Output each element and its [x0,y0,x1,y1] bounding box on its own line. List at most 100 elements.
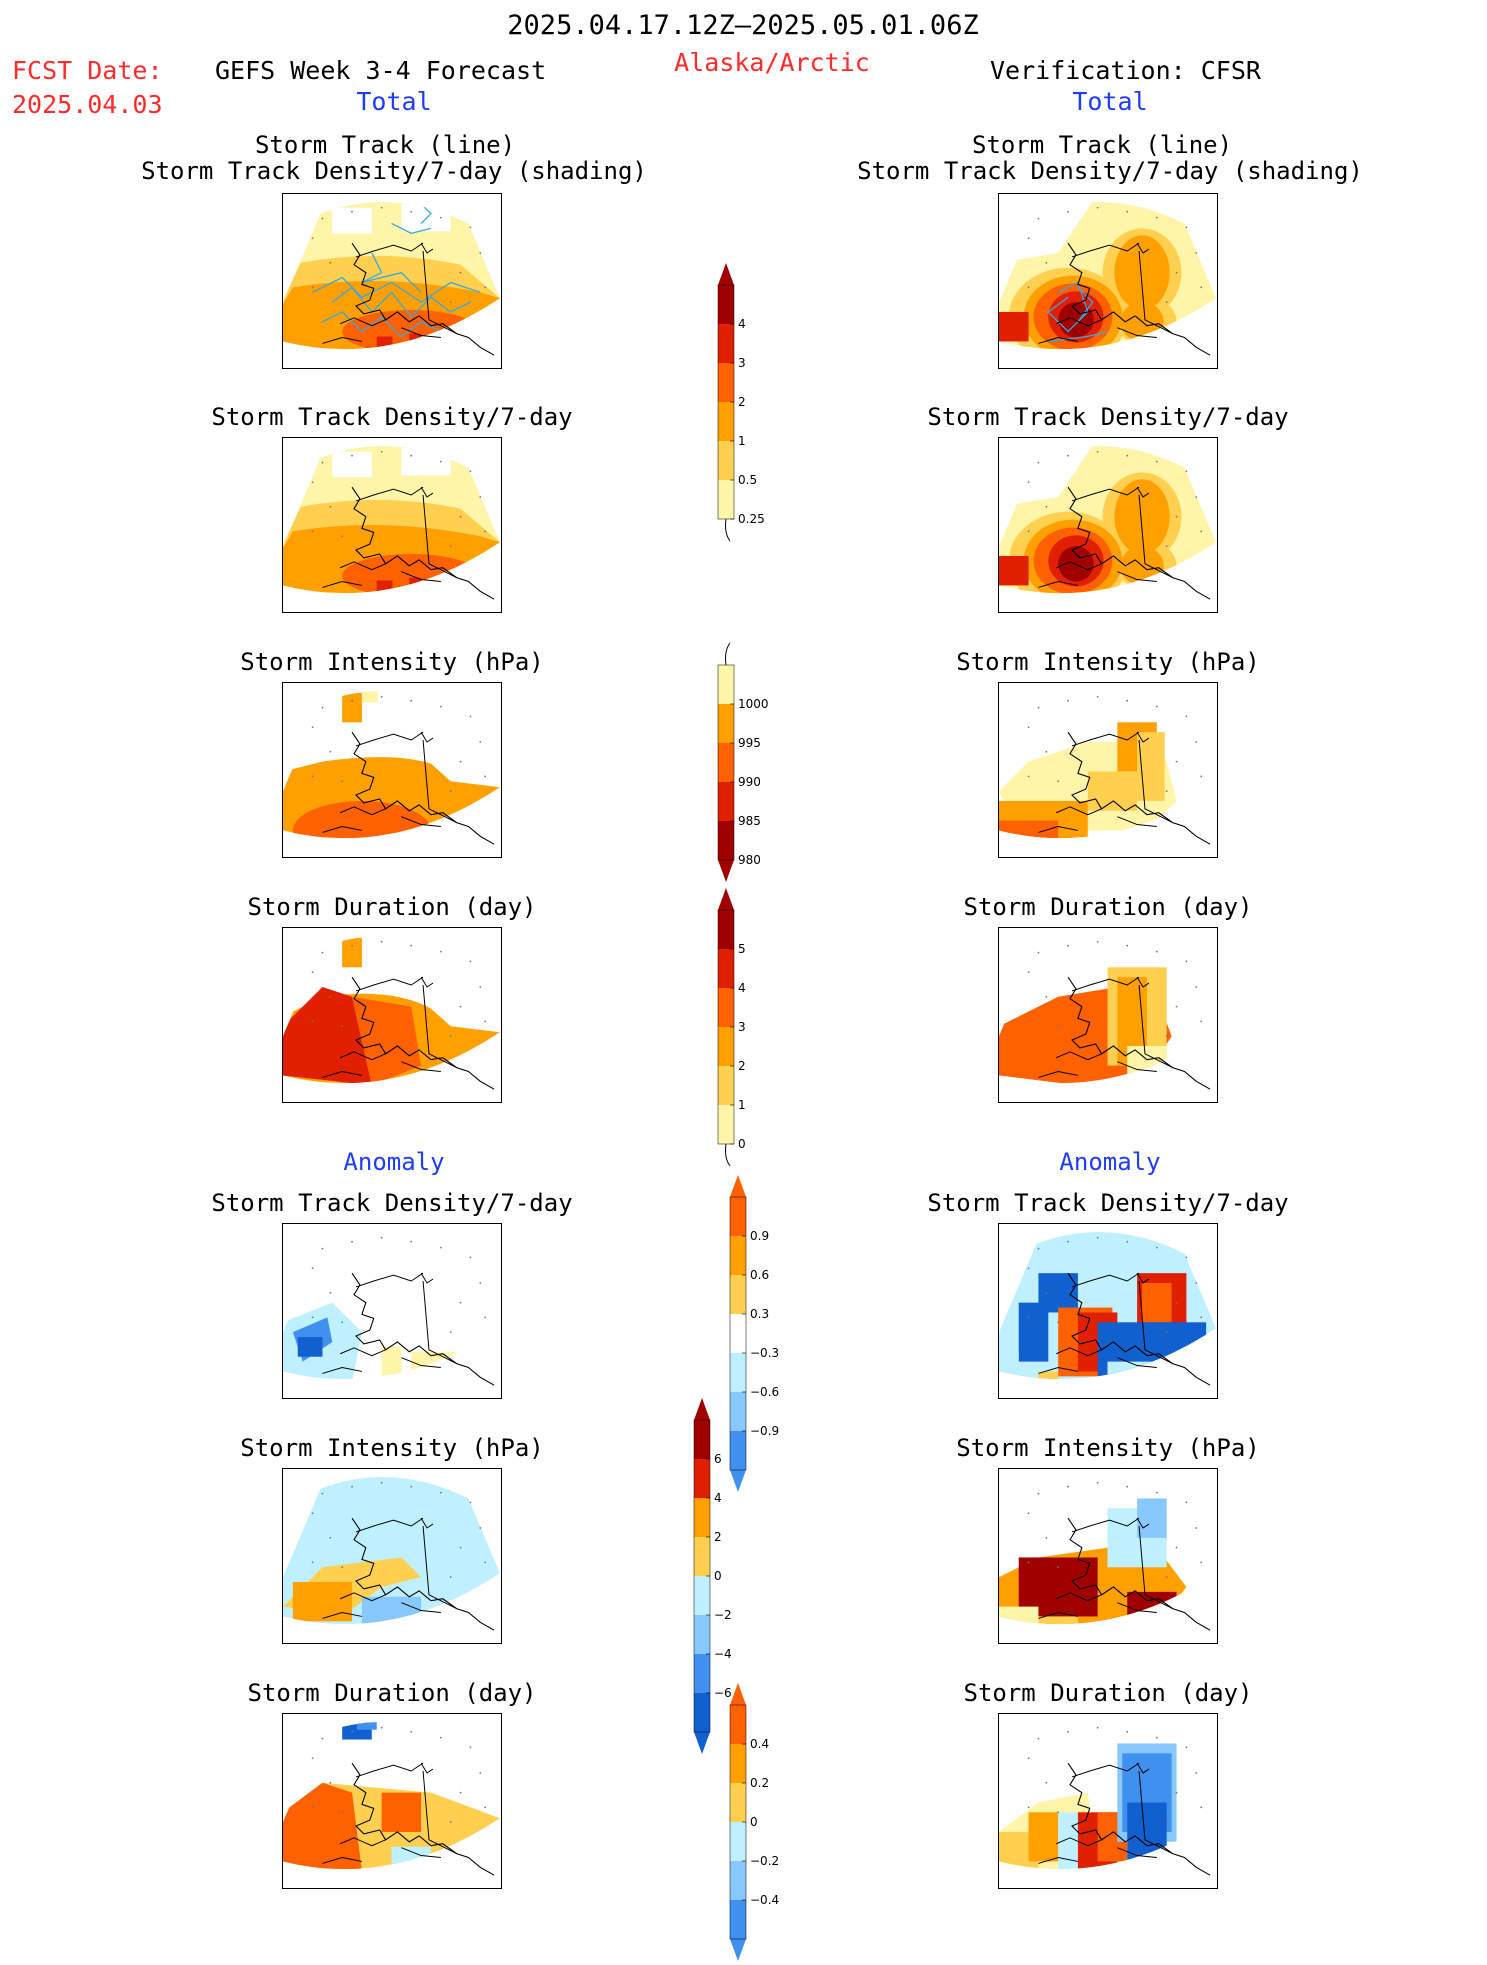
colorbar-arrow [718,888,734,910]
title-track-left-2: Storm Track Density/7-day (shading) [141,157,647,185]
colorbar-swatch [718,441,734,480]
colorbar-tick-label: 4 [714,1491,722,1505]
colorbar-swatch [730,1900,746,1939]
colorbar-swatch [718,743,734,782]
colorbar-tick-label: 0.4 [750,1737,769,1751]
colorbar-tick-label: 3 [738,1020,746,1034]
period-title: 2025.04.17.12Z–2025.05.01.06Z [507,10,979,41]
title-track-right-1: Storm Track (line) [971,131,1233,159]
colorbar-swatch [718,782,734,821]
map-duration-anom-cfsr [998,1713,1218,1889]
colorbar-swatch [730,1392,746,1431]
colorbar-tick-label: 990 [738,775,761,789]
total-label-left: Total [356,87,432,116]
map-intensity-cfsr [998,682,1218,858]
colorbar-arrow [718,263,734,285]
colorbar-tick-label: 0.6 [750,1268,769,1282]
colorbar-tick-label: 6 [714,1452,722,1466]
map-density-anom-forecast [282,1223,502,1399]
colorbar-duration: 5 4 3 2 1 0 [717,888,788,1170]
colorbar-tick-label: 0 [738,1137,746,1151]
colorbar-tick-label: 980 [738,853,761,867]
colorbar-swatch [718,704,734,743]
map-density-cfsr [998,437,1218,613]
title-density-right: Storm Track Density/7-day [927,403,1289,431]
colorbar-swatch [694,1537,710,1576]
colorbar-tick-label: 1 [738,434,746,448]
colorbar-swatch [718,480,734,519]
colorbar-swatch [718,821,734,860]
map-duration-anom-forecast [282,1713,502,1889]
colorbar-swatch [718,324,734,363]
colorbar-intensity-anomaly: 6 4 2 0 −2 −4 −6 [693,1398,764,1758]
title-intensity-right: Storm Intensity (hPa) [956,648,1260,676]
colorbar-swatch [718,949,734,988]
map-duration-cfsr [998,927,1218,1103]
colorbar-swatch [730,1744,746,1783]
map-track-forecast [282,193,502,369]
colorbar-swatch [718,1027,734,1066]
colorbar-tick-label: −0.6 [750,1385,779,1399]
colorbar-swatch [730,1861,746,1900]
map-track-cfsr [998,193,1218,369]
colorbar-swatch [730,1431,746,1470]
title-density-anom-left: Storm Track Density/7-day [211,1189,573,1217]
region-title: Alaska/Arctic [674,48,870,77]
colorbar-tick-label: −0.4 [750,1893,779,1907]
verification-title: Verification: CFSR [990,56,1261,85]
colorbar-swatch [694,1498,710,1537]
colorbar-tick-label: −0.2 [750,1854,779,1868]
colorbar-swatch [718,910,734,949]
anomaly-label-left: Anomaly [343,1148,445,1176]
colorbar-arrow [718,860,734,882]
colorbar-intensity: 1000 995 990 985 980 [717,642,788,886]
title-intensity-left: Storm Intensity (hPa) [240,648,544,676]
colorbar-tick-label: 0.25 [738,512,765,526]
colorbar-density-anomaly: 0.9 0.6 0.3 −0.3 −0.6 −0.9 [729,1175,800,1496]
title-duration-anom-right: Storm Duration (day) [963,1679,1253,1707]
colorbar-tick-label: 0.3 [750,1307,769,1321]
colorbar-tick-label: 4 [738,317,746,331]
map-duration-forecast [282,927,502,1103]
title-density-left: Storm Track Density/7-day [211,403,573,431]
colorbar-swatch [694,1576,710,1615]
colorbar-swatch [718,402,734,441]
title-duration-left: Storm Duration (day) [247,893,537,921]
map-density-anom-cfsr [998,1223,1218,1399]
colorbar-tick-label: 2 [714,1530,722,1544]
anomaly-label-right: Anomaly [1059,1148,1161,1176]
colorbar-swatch [730,1783,746,1822]
title-track-left-1: Storm Track (line) [254,131,516,159]
title-intensity-anom-left: Storm Intensity (hPa) [240,1434,544,1462]
colorbar-swatch [718,285,734,324]
colorbar-arrow [694,1732,710,1754]
colorbar-swatch [730,1314,746,1353]
colorbar-swatch [718,988,734,1027]
colorbar-swatch [718,1066,734,1105]
colorbar-tick-label: 4 [738,981,746,995]
colorbar-arrow [730,1175,746,1197]
colorbar-tick-label: −0.3 [750,1346,779,1360]
map-intensity-forecast [282,682,502,858]
colorbar-tick-label: −4 [714,1647,732,1661]
map-density-forecast [282,437,502,613]
colorbar-arrow [730,1683,746,1705]
colorbar-swatch [730,1236,746,1275]
fcst-date-value: 2025.04.03 [12,90,163,119]
map-intensity-anom-cfsr [998,1468,1218,1644]
colorbar-arrow [730,1470,746,1492]
colorbar-tick-label: 5 [738,942,746,956]
colorbar-swatch [694,1615,710,1654]
colorbar-tick-label: 985 [738,814,761,828]
colorbar-tick-label: 0 [750,1815,758,1829]
colorbar-arrow [694,1398,710,1420]
colorbar-tick-label: −2 [714,1608,732,1622]
colorbar-tick-label: −6 [714,1686,732,1700]
colorbar-swatch [718,665,734,704]
total-label-right: Total [1072,87,1148,116]
colorbar-tick-label: 0.2 [750,1776,769,1790]
colorbar-swatch [718,1105,734,1144]
colorbar-arrow [730,1939,746,1961]
colorbar-tick-label: 1000 [738,697,769,711]
fcst-date-label: FCST Date: [12,56,163,85]
